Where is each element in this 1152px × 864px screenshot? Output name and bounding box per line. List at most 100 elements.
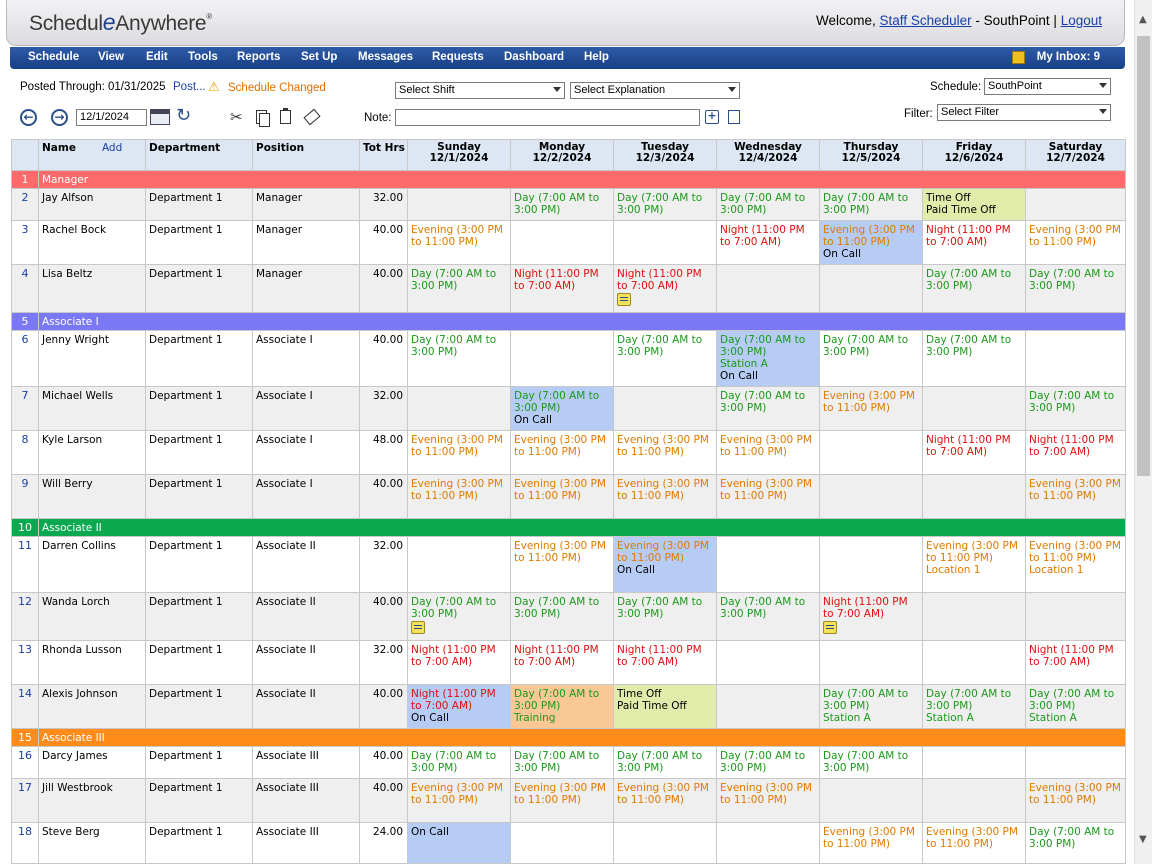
- shift-cell[interactable]: [407, 188, 511, 221]
- shift-cell[interactable]: Day (7:00 AM to 3:00 PM): [613, 188, 717, 221]
- shift-cell[interactable]: Evening (3:00 PM to 11:00 PM): [613, 778, 717, 823]
- employee-name[interactable]: Darcy James: [38, 746, 146, 779]
- shift-cell[interactable]: [819, 640, 923, 685]
- vertical-scrollbar[interactable]: ▲ ▼: [1134, 0, 1152, 864]
- shift-cell[interactable]: Evening (3:00 PM to 11:00 PM): [1025, 474, 1126, 519]
- shift-cell[interactable]: Evening (3:00 PM to 11:00 PM) On Call: [819, 220, 923, 265]
- shift-cell[interactable]: Evening (3:00 PM to 11:00 PM): [1025, 778, 1126, 823]
- shift-cell[interactable]: On Call: [407, 822, 511, 864]
- date-input[interactable]: 12/1/2024: [76, 109, 147, 126]
- employee-name[interactable]: Rachel Bock: [38, 220, 146, 265]
- shift-cell[interactable]: Day (7:00 AM to 3:00 PM): [922, 264, 1026, 313]
- shift-cell[interactable]: Day (7:00 AM to 3:00 PM): [716, 592, 820, 641]
- shift-cell[interactable]: Evening (3:00 PM to 11:00 PM) On Call: [613, 536, 717, 593]
- shift-cell[interactable]: [819, 778, 923, 823]
- copy-icon[interactable]: [256, 110, 270, 127]
- shift-cell[interactable]: [1025, 188, 1126, 221]
- shift-cell[interactable]: [716, 822, 820, 864]
- shift-cell[interactable]: Day (7:00 AM to 3:00 PM): [407, 746, 511, 779]
- shift-cell[interactable]: Day (7:00 AM to 3:00 PM): [510, 746, 614, 779]
- select-shift-dropdown[interactable]: Select Shift: [395, 82, 565, 99]
- shift-cell[interactable]: [510, 220, 614, 265]
- shift-cell[interactable]: [922, 386, 1026, 431]
- header-day-4[interactable]: Thursday 12/5/2024: [819, 139, 923, 171]
- employee-name[interactable]: Jenny Wright: [38, 330, 146, 387]
- shift-cell[interactable]: [922, 592, 1026, 641]
- user-link[interactable]: Staff Scheduler: [879, 13, 972, 28]
- employee-name[interactable]: Darren Collins: [38, 536, 146, 593]
- shift-cell[interactable]: Day (7:00 AM to 3:00 PM) Station A: [819, 684, 923, 729]
- note-page-icon[interactable]: [728, 110, 740, 124]
- header-position[interactable]: Position: [252, 139, 360, 171]
- header-day-0[interactable]: Sunday 12/1/2024: [407, 139, 511, 171]
- header-department[interactable]: Department: [145, 139, 253, 171]
- shift-cell[interactable]: Evening (3:00 PM to 11:00 PM): [407, 220, 511, 265]
- shift-cell[interactable]: Day (7:00 AM to 3:00 PM): [716, 746, 820, 779]
- shift-cell[interactable]: [613, 220, 717, 265]
- shift-cell[interactable]: Evening (3:00 PM to 11:00 PM): [716, 474, 820, 519]
- shift-cell[interactable]: Night (11:00 PM to 7:00 AM): [510, 640, 614, 685]
- shift-cell[interactable]: [922, 746, 1026, 779]
- shift-cell[interactable]: [407, 386, 511, 431]
- shift-cell[interactable]: [819, 474, 923, 519]
- shift-cell[interactable]: Day (7:00 AM to 3:00 PM): [407, 330, 511, 387]
- employee-name[interactable]: Jay Alfson: [38, 188, 146, 221]
- employee-name[interactable]: Lisa Beltz: [38, 264, 146, 313]
- shift-cell[interactable]: Evening (3:00 PM to 11:00 PM) Location 1: [922, 536, 1026, 593]
- shift-cell[interactable]: Day (7:00 AM to 3:00 PM): [1025, 264, 1126, 313]
- shift-cell[interactable]: Day (7:00 AM to 3:00 PM) Station A On Call: [716, 330, 820, 387]
- shift-cell[interactable]: Day (7:00 AM to 3:00 PM): [613, 330, 717, 387]
- menu-schedule[interactable]: Schedule: [28, 51, 80, 63]
- menu-edit[interactable]: Edit: [146, 51, 168, 63]
- shift-cell[interactable]: Night (11:00 PM to 7:00 AM): [407, 640, 511, 685]
- shift-cell[interactable]: Time Off Paid Time Off: [613, 684, 717, 729]
- shift-cell[interactable]: Day (7:00 AM to 3:00 PM): [510, 188, 614, 221]
- shift-cell[interactable]: Evening (3:00 PM to 11:00 PM): [510, 430, 614, 475]
- note-add-icon[interactable]: +: [705, 110, 719, 124]
- shift-cell[interactable]: Evening (3:00 PM to 11:00 PM): [716, 430, 820, 475]
- shift-cell[interactable]: Time Off Paid Time Off: [922, 188, 1026, 221]
- note-icon[interactable]: [823, 621, 837, 634]
- employee-name[interactable]: Jill Westbrook: [38, 778, 146, 823]
- note-icon[interactable]: [617, 293, 631, 306]
- shift-cell[interactable]: Night (11:00 PM to 7:00 AM): [613, 264, 717, 313]
- cut-icon[interactable]: ✂: [230, 108, 243, 126]
- employee-name[interactable]: Kyle Larson: [38, 430, 146, 475]
- shift-cell[interactable]: Night (11:00 PM to 7:00 AM): [819, 592, 923, 641]
- shift-cell[interactable]: [922, 778, 1026, 823]
- menu-requests[interactable]: Requests: [432, 51, 484, 63]
- shift-cell[interactable]: Day (7:00 AM to 3:00 PM): [613, 746, 717, 779]
- select-explanation-dropdown[interactable]: Select Explanation: [570, 82, 740, 99]
- shift-cell[interactable]: Day (7:00 AM to 3:00 PM) Training: [510, 684, 614, 729]
- header-name[interactable]: Name Add: [38, 139, 146, 171]
- shift-cell[interactable]: [510, 330, 614, 387]
- shift-cell[interactable]: [1025, 592, 1126, 641]
- shift-cell[interactable]: [716, 684, 820, 729]
- menu-view[interactable]: View: [98, 51, 124, 63]
- menu-messages[interactable]: Messages: [358, 51, 413, 63]
- shift-cell[interactable]: [1025, 746, 1126, 779]
- shift-cell[interactable]: Day (7:00 AM to 3:00 PM): [510, 592, 614, 641]
- shift-cell[interactable]: [613, 822, 717, 864]
- shift-cell[interactable]: Evening (3:00 PM to 11:00 PM): [407, 474, 511, 519]
- header-day-6[interactable]: Saturday 12/7/2024: [1025, 139, 1126, 171]
- scroll-up-icon[interactable]: ▲: [1139, 14, 1147, 25]
- employee-name[interactable]: Steve Berg: [38, 822, 146, 864]
- shift-cell[interactable]: Day (7:00 AM to 3:00 PM): [1025, 386, 1126, 431]
- menu-dashboard[interactable]: Dashboard: [504, 51, 565, 63]
- shift-cell[interactable]: Night (11:00 PM to 7:00 AM): [1025, 430, 1126, 475]
- shift-cell[interactable]: [716, 536, 820, 593]
- shift-cell[interactable]: Day (7:00 AM to 3:00 PM): [819, 330, 923, 387]
- shift-cell[interactable]: Night (11:00 PM to 7:00 AM) On Call: [407, 684, 511, 729]
- shift-cell[interactable]: Evening (3:00 PM to 11:00 PM): [407, 430, 511, 475]
- shift-cell[interactable]: Day (7:00 AM to 3:00 PM) Station A: [1025, 684, 1126, 729]
- shift-cell[interactable]: Day (7:00 AM to 3:00 PM): [1025, 822, 1126, 864]
- menu-reports[interactable]: Reports: [237, 51, 281, 63]
- shift-cell[interactable]: Night (11:00 PM to 7:00 AM): [922, 430, 1026, 475]
- menu-setup[interactable]: Set Up: [301, 51, 338, 63]
- employee-name[interactable]: Wanda Lorch: [38, 592, 146, 641]
- shift-cell[interactable]: [922, 474, 1026, 519]
- shift-cell[interactable]: Day (7:00 AM to 3:00 PM): [407, 264, 511, 313]
- shift-cell[interactable]: Day (7:00 AM to 3:00 PM): [716, 386, 820, 431]
- shift-cell[interactable]: [819, 264, 923, 313]
